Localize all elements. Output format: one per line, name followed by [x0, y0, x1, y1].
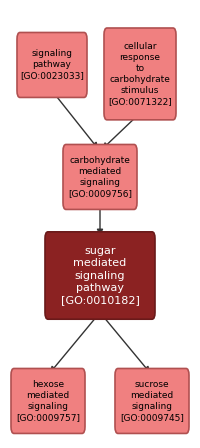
Text: sugar
mediated
signaling
pathway
[GO:0010182]: sugar mediated signaling pathway [GO:001… — [61, 246, 139, 306]
FancyBboxPatch shape — [17, 33, 87, 97]
Text: hexose
mediated
signaling
[GO:0009757]: hexose mediated signaling [GO:0009757] — [16, 380, 80, 422]
Text: sucrose
mediated
signaling
[GO:0009745]: sucrose mediated signaling [GO:0009745] — [120, 380, 184, 422]
Text: cellular
response
to
carbohydrate
stimulus
[GO:0071322]: cellular response to carbohydrate stimul… — [108, 42, 172, 106]
Text: signaling
pathway
[GO:0023033]: signaling pathway [GO:0023033] — [20, 49, 84, 81]
FancyBboxPatch shape — [115, 368, 189, 434]
FancyBboxPatch shape — [11, 368, 85, 434]
Text: carbohydrate
mediated
signaling
[GO:0009756]: carbohydrate mediated signaling [GO:0009… — [68, 156, 132, 198]
FancyBboxPatch shape — [45, 232, 155, 319]
FancyBboxPatch shape — [104, 28, 176, 120]
FancyBboxPatch shape — [63, 144, 137, 209]
